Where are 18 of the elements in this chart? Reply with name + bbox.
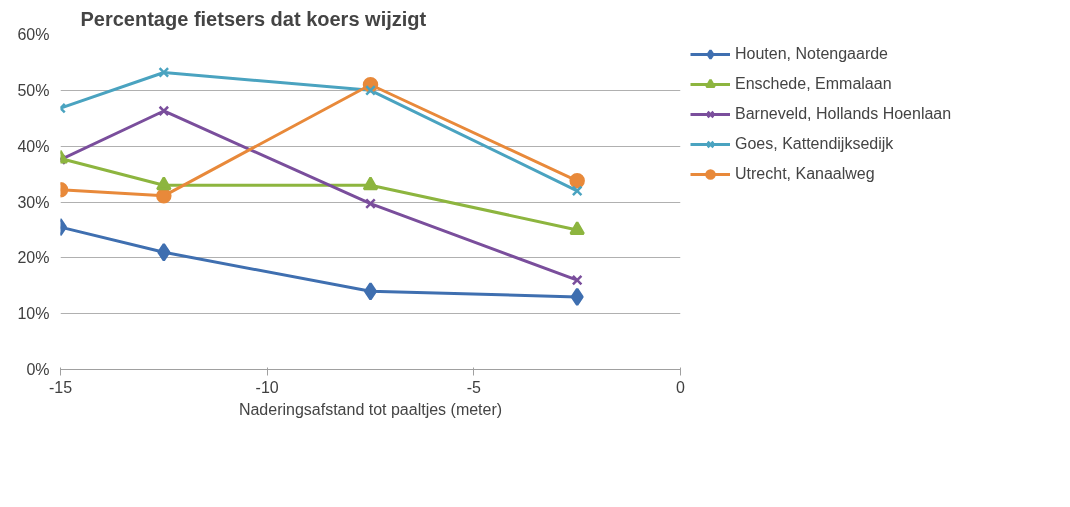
x-axis-title: Naderingsafstand tot paaltjes (meter) — [238, 400, 503, 418]
y-tick-label: 50% — [17, 81, 50, 99]
y-tick-label: 0% — [26, 361, 50, 378]
legend-label: Utrecht, Kanaalweg — [735, 165, 875, 183]
y-tick-label: 20% — [17, 249, 50, 267]
chart-title: Percentage fietsers dat koers wijzigt — [80, 7, 427, 30]
y-tick-label: 40% — [17, 137, 50, 155]
legend-label: Barneveld, Hollands Hoenlaan — [735, 105, 952, 123]
legend-label: Houten, Notengaarde — [735, 45, 888, 63]
x-tick-label: -5 — [466, 378, 482, 396]
y-tick-label: 10% — [17, 305, 50, 323]
x-tick-label: -15 — [48, 378, 73, 396]
legend-label: Goes, Kattendijksedijk — [735, 135, 894, 153]
y-tick-label: 30% — [17, 193, 50, 211]
x-tick-label: 0 — [676, 378, 686, 396]
x-tick-label: -10 — [255, 378, 279, 396]
y-tick-label: 60% — [17, 26, 50, 43]
legend-label: Enschede, Emmalaan — [735, 75, 892, 93]
